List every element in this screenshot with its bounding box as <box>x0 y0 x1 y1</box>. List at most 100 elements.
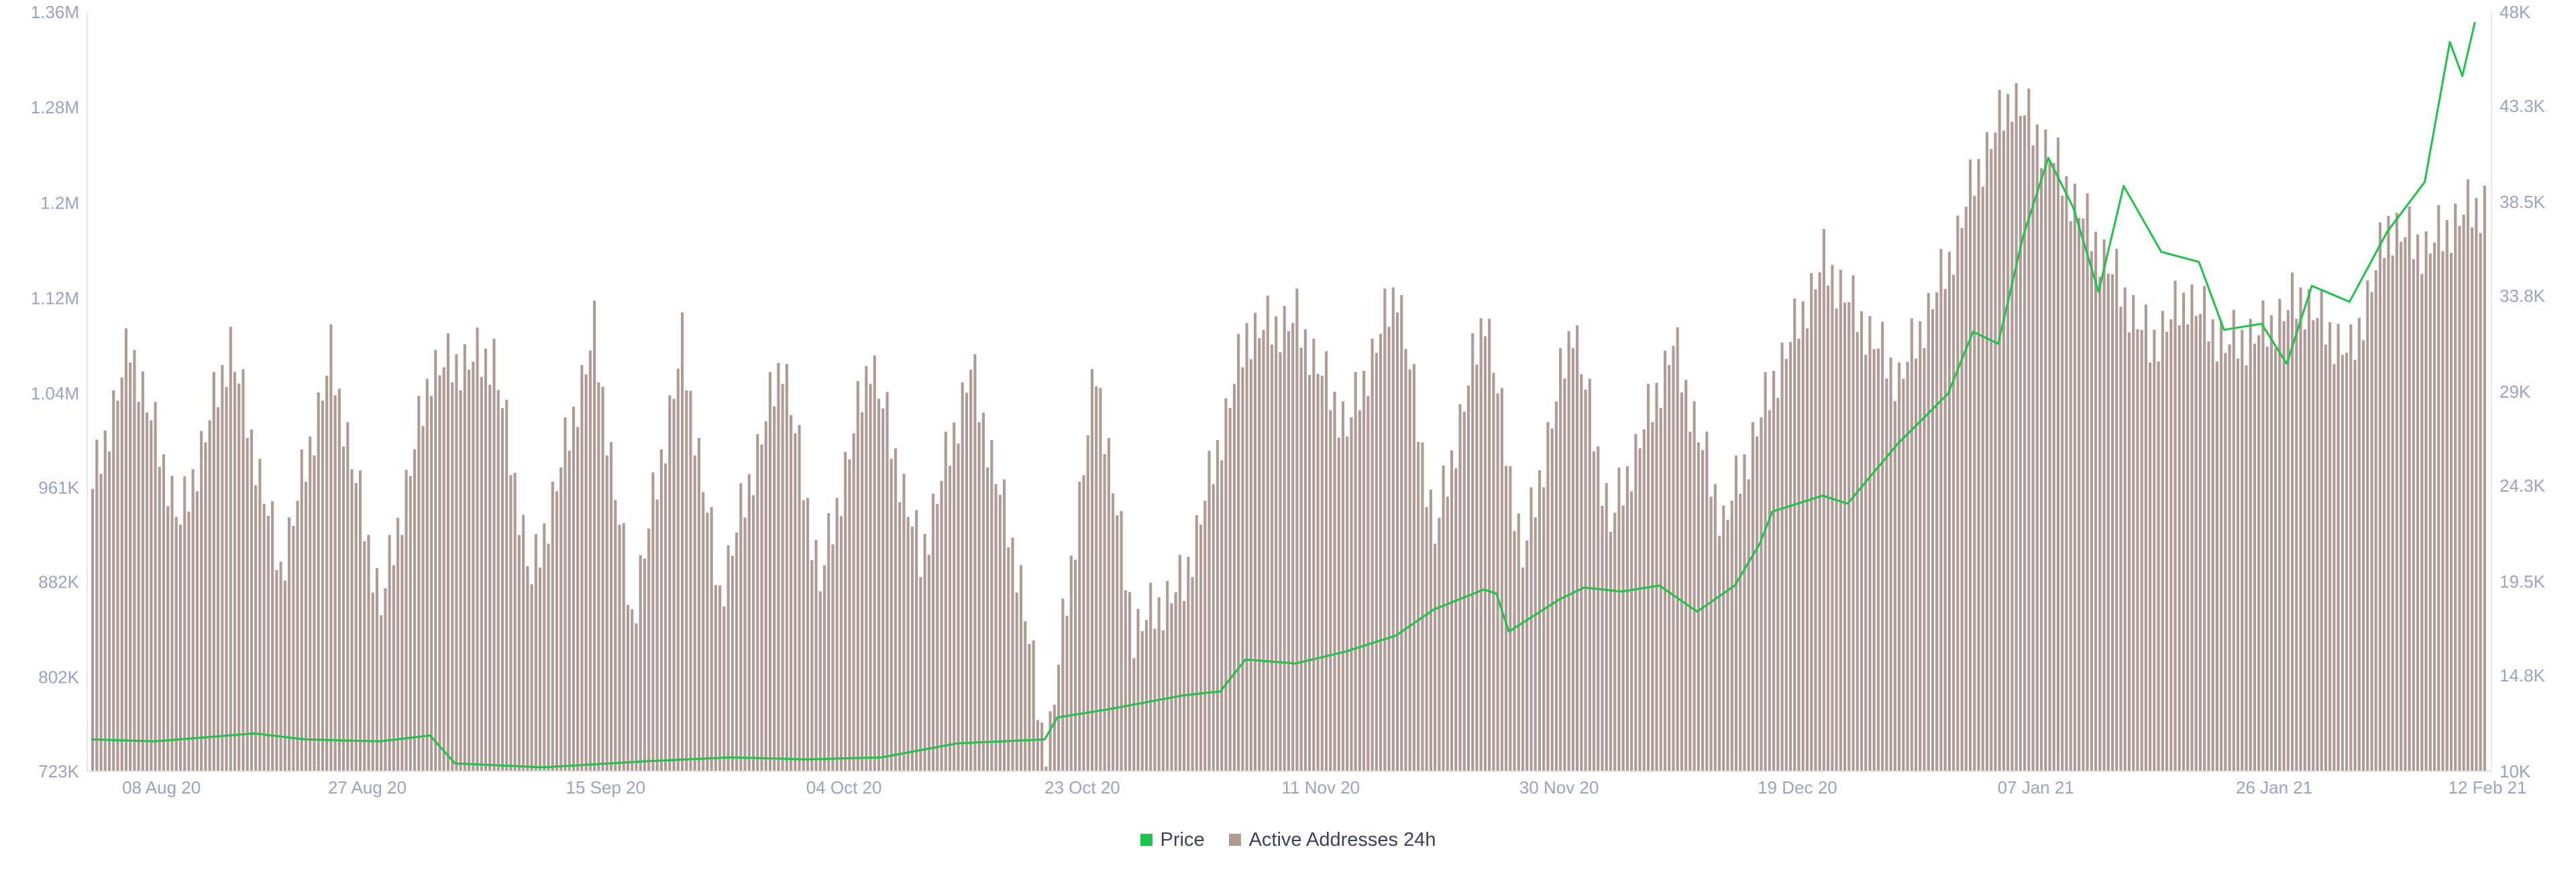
active-addresses-bars <box>91 83 2486 772</box>
active-addresses-bar <box>212 372 215 771</box>
active-addresses-bar <box>1500 388 1503 771</box>
active-addresses-bar <box>1764 372 1767 771</box>
active-addresses-bar <box>1358 410 1361 771</box>
active-addresses-bar <box>2098 276 2102 771</box>
active-addresses-bar <box>844 451 847 771</box>
active-addresses-bar <box>1069 555 1073 771</box>
active-addresses-bar <box>2462 215 2465 772</box>
active-addresses-bar <box>2395 213 2398 772</box>
active-addresses-bar <box>588 350 592 771</box>
active-addresses-bar <box>183 476 186 771</box>
active-addresses-bar <box>1149 582 1152 771</box>
y-right-tick-label: 19.5K <box>2500 571 2546 592</box>
active-addresses-bar <box>559 467 563 771</box>
active-addresses-bar <box>1429 490 1432 771</box>
active-addresses-bar <box>2299 287 2302 771</box>
active-addresses-bar <box>655 499 659 771</box>
active-addresses-bar <box>1120 511 1123 771</box>
active-addresses-bar <box>2441 251 2445 772</box>
legend-item-active-addresses[interactable]: Active Addresses 24h <box>1228 828 1436 851</box>
active-addresses-bar <box>1073 559 1077 771</box>
active-addresses-bar <box>1140 631 1144 771</box>
active-addresses-bar <box>1960 227 1964 771</box>
active-addresses-bar <box>225 386 228 771</box>
active-addresses-bar <box>99 474 103 771</box>
active-addresses-bar <box>246 438 249 771</box>
active-addresses-bar <box>831 544 835 771</box>
active-addresses-bar <box>869 384 872 771</box>
active-addresses-bar <box>1232 384 1236 771</box>
active-addresses-bar <box>1868 316 1872 772</box>
active-addresses-bar <box>1166 581 1169 771</box>
active-addresses-bar <box>446 333 449 771</box>
active-addresses-bar <box>2278 298 2282 771</box>
active-addresses-bar <box>371 592 374 771</box>
active-addresses-bar <box>405 470 408 771</box>
active-addresses-bar <box>1291 323 1295 771</box>
active-addresses-bar <box>1024 621 1027 771</box>
active-addresses-bar <box>923 533 926 771</box>
active-addresses-bar <box>2123 287 2127 771</box>
active-addresses-bar <box>1007 547 1010 771</box>
active-addresses-bar <box>1241 367 1244 771</box>
active-addresses-bar <box>1303 329 1307 771</box>
active-addresses-bar <box>1668 365 1671 771</box>
active-addresses-bar <box>898 502 902 771</box>
active-addresses-bar <box>2144 304 2147 772</box>
legend-label-active-addresses: Active Addresses 24h <box>1248 828 1436 851</box>
x-tick-label: 23 Oct 20 <box>1044 777 1120 798</box>
active-addresses-bar <box>1044 766 1048 771</box>
active-addresses-bar <box>902 474 906 771</box>
active-addresses-bar <box>2366 280 2369 771</box>
active-addresses-bar <box>555 491 559 771</box>
active-addresses-bar <box>2282 321 2286 771</box>
active-addresses-bar <box>735 532 739 771</box>
active-addresses-bar <box>2408 206 2411 771</box>
active-addresses-bar <box>1191 577 1194 771</box>
active-addresses-bar <box>1910 318 1913 772</box>
active-addresses-bar <box>2312 320 2315 771</box>
active-addresses-bar <box>1739 493 1742 771</box>
active-addresses-bar <box>2320 289 2323 771</box>
active-addresses-bar <box>2207 341 2210 771</box>
active-addresses-bar <box>551 482 554 771</box>
active-addresses-bar <box>1178 555 1181 771</box>
active-addresses-bar <box>1931 309 1935 772</box>
active-addresses-bar <box>187 511 191 771</box>
active-addresses-bar <box>977 422 981 771</box>
active-addresses-bar <box>217 407 220 771</box>
active-addresses-bar <box>1947 252 1951 771</box>
active-addresses-bar <box>346 422 350 771</box>
active-addresses-bar <box>2082 219 2085 771</box>
active-addresses-bar <box>2078 217 2081 772</box>
active-addresses-bar <box>2412 259 2415 771</box>
active-addresses-bar <box>2424 231 2428 772</box>
active-addresses-bar <box>438 375 441 771</box>
active-addresses-bar <box>1617 467 1621 771</box>
active-addresses-bar <box>120 377 123 771</box>
active-addresses-bar <box>1538 470 1542 771</box>
active-addresses-bar <box>1630 491 1633 771</box>
active-addresses-bar <box>337 388 341 771</box>
active-addresses-bar <box>1505 466 1508 771</box>
active-addresses-bar <box>1876 348 1880 771</box>
active-addresses-bar <box>1462 411 1466 771</box>
active-addresses-bar <box>2052 163 2055 772</box>
active-addresses-swatch-icon <box>1228 834 1241 846</box>
active-addresses-bar <box>170 476 174 771</box>
active-addresses-bar <box>2228 344 2231 771</box>
active-addresses-bar <box>957 443 960 771</box>
active-addresses-bar <box>150 420 153 771</box>
active-addresses-bar <box>2031 145 2035 771</box>
active-addresses-bar <box>1584 389 1587 771</box>
active-addresses-bar <box>1408 370 1411 771</box>
active-addresses-bar <box>2127 332 2131 771</box>
active-addresses-bar <box>1086 435 1089 771</box>
active-addresses-bar <box>2186 324 2190 772</box>
legend-item-price[interactable]: Price <box>1140 829 1205 851</box>
active-addresses-bar <box>676 368 680 771</box>
active-addresses-bar <box>442 367 445 771</box>
active-addresses-bar <box>505 400 508 771</box>
active-addresses-bar <box>927 555 930 771</box>
active-addresses-bar <box>2391 255 2394 771</box>
